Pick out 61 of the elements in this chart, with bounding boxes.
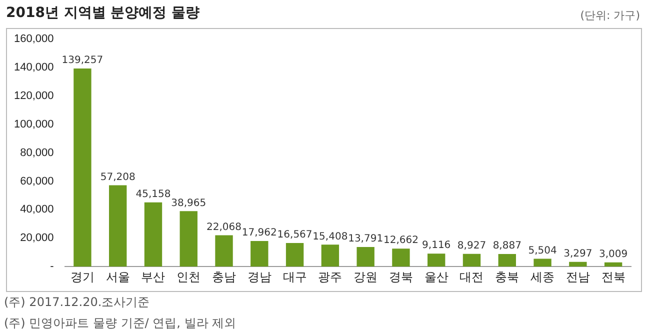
text: (주) 민영아파트 물량 기준/ 연립, 빌라 제외 <box>4 315 236 332</box>
data-label: 3,297 <box>564 248 592 260</box>
bar <box>498 254 516 267</box>
bar <box>392 248 410 267</box>
bar <box>180 211 198 267</box>
y-tick-label: 120,000 <box>14 90 54 102</box>
y-tick-label: 160,000 <box>14 33 54 46</box>
bar <box>109 185 127 267</box>
data-label: 15,408 <box>312 231 348 242</box>
bar <box>569 262 587 267</box>
data-label: 12,662 <box>383 235 418 246</box>
bar <box>321 244 340 267</box>
x-tick-label: 대전 <box>460 270 484 284</box>
x-tick-label: 전남 <box>566 270 590 284</box>
bar <box>250 241 268 267</box>
chart-title: 2018년 지역별 분양예정 물량 <box>6 4 200 22</box>
data-label: 57,208 <box>100 172 136 183</box>
data-label: 139,257 <box>62 55 104 66</box>
x-tick-label: 경북 <box>388 270 413 284</box>
y-tick-label: 100,000 <box>14 118 54 130</box>
data-label: 5,504 <box>528 245 557 256</box>
text: (주) 2017.12.20.조사기준 <box>4 294 150 311</box>
x-tick-label: 전북 <box>601 270 626 284</box>
x-tick-label: 경기 <box>70 270 94 284</box>
x-tick-label: 강원 <box>354 270 378 284</box>
data-label: 38,965 <box>171 198 206 209</box>
y-tick-label: - <box>50 260 54 273</box>
bar <box>215 235 233 267</box>
x-tick-label: 충북 <box>495 270 520 284</box>
bar <box>144 202 162 267</box>
data-label: 45,158 <box>136 188 171 200</box>
bar <box>604 262 622 267</box>
text: (단위: 가구) <box>580 8 640 23</box>
x-tick-label: 대구 <box>282 270 307 284</box>
data-label: 16,567 <box>277 230 312 241</box>
data-label: 3,009 <box>598 248 628 260</box>
x-tick-label: 서울 <box>106 270 130 284</box>
x-tick-label: 울산 <box>424 270 448 284</box>
bar <box>428 254 446 267</box>
data-label: 9,116 <box>422 240 451 252</box>
x-tick-label: 경남 <box>247 270 272 284</box>
data-label: 8,887 <box>492 240 522 252</box>
bar <box>534 258 552 267</box>
bar <box>74 68 92 267</box>
y-tick-label: 140,000 <box>14 61 54 74</box>
data-label: 13,791 <box>348 234 384 245</box>
x-tick-label: 인천 <box>176 270 201 284</box>
bar <box>286 243 304 267</box>
y-tick-label: 40,000 <box>20 204 54 216</box>
x-tick-label: 부산 <box>141 270 166 284</box>
y-tick-label: 80,000 <box>20 146 54 159</box>
bar <box>462 254 481 267</box>
y-tick-label: 60,000 <box>20 175 54 188</box>
data-label: 17,962 <box>242 228 277 239</box>
x-tick-label: 광주 <box>318 270 342 284</box>
data-label: 8,927 <box>457 240 486 252</box>
data-label: 22,068 <box>206 222 242 233</box>
x-tick-label: 충남 <box>212 270 236 284</box>
x-tick-label: 세종 <box>530 270 555 284</box>
bar <box>356 246 374 267</box>
y-tick-label: 20,000 <box>20 232 54 244</box>
